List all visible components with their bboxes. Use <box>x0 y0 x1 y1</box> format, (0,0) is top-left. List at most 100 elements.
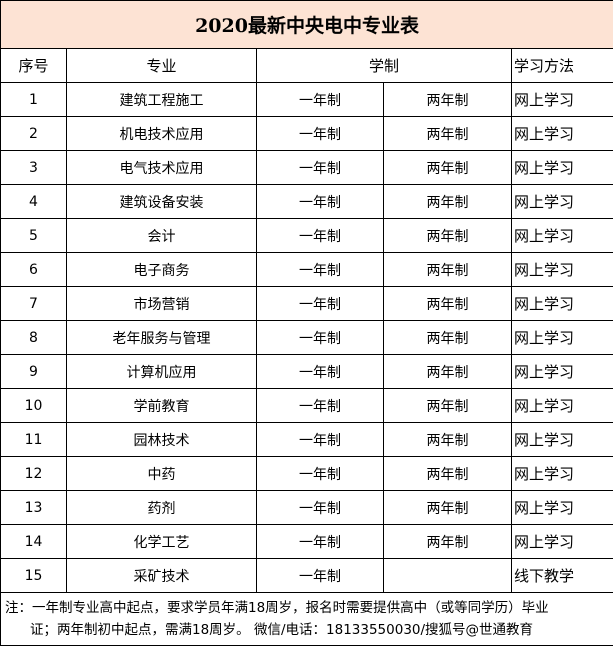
row-index: 13 <box>0 490 67 525</box>
row-one-year: 一年制 <box>256 490 384 525</box>
row-index: 7 <box>0 286 67 321</box>
row-index: 1 <box>0 82 67 117</box>
row-major: 药剂 <box>66 490 257 525</box>
row-index: 8 <box>0 320 67 355</box>
row-two-year: 两年制 <box>383 252 512 287</box>
row-major: 市场营销 <box>66 286 257 321</box>
row-index: 3 <box>0 150 67 185</box>
row-major: 计算机应用 <box>66 354 257 389</box>
row-two-year: 两年制 <box>383 320 512 355</box>
row-two-year: 两年制 <box>383 218 512 253</box>
row-method: 网上学习 <box>510 354 613 389</box>
row-index: 9 <box>0 354 67 389</box>
row-one-year: 一年制 <box>256 524 384 559</box>
row-one-year: 一年制 <box>256 184 384 219</box>
row-one-year: 一年制 <box>256 286 384 321</box>
row-two-year: 两年制 <box>383 354 512 389</box>
row-major: 会计 <box>66 218 257 253</box>
row-major: 老年服务与管理 <box>66 320 257 355</box>
row-two-year: 两年制 <box>383 490 512 525</box>
row-two-year: 两年制 <box>383 82 512 117</box>
table-row: 3 电气技术应用 一年制 两年制 网上学习 <box>0 150 613 185</box>
table-row: 1 建筑工程施工 一年制 两年制 网上学习 <box>0 82 613 117</box>
footnote: 注：一年制专业高中起点，要求学员年满18周岁，报名时需要提供高中（或等同学历）毕… <box>0 592 613 646</box>
row-two-year: 两年制 <box>383 116 512 151</box>
row-two-year: 两年制 <box>383 150 512 185</box>
row-index: 11 <box>0 422 67 457</box>
row-major: 采矿技术 <box>66 558 257 593</box>
row-major: 中药 <box>66 456 257 491</box>
table-row: 8 老年服务与管理 一年制 两年制 网上学习 <box>0 320 613 355</box>
table-row: 12 中药 一年制 两年制 网上学习 <box>0 456 613 491</box>
row-one-year: 一年制 <box>256 218 384 253</box>
table-row: 11 园林技术 一年制 两年制 网上学习 <box>0 422 613 457</box>
row-two-year <box>383 558 512 593</box>
row-two-year: 两年制 <box>383 388 512 423</box>
row-index: 15 <box>0 558 67 593</box>
row-two-year: 两年制 <box>383 524 512 559</box>
row-method: 网上学习 <box>510 252 613 287</box>
row-method: 线下教学 <box>510 558 613 593</box>
row-major: 园林技术 <box>66 422 257 457</box>
row-method: 网上学习 <box>510 116 613 151</box>
row-one-year: 一年制 <box>256 320 384 355</box>
row-major: 学前教育 <box>66 388 257 423</box>
row-index: 4 <box>0 184 67 219</box>
row-method: 网上学习 <box>510 524 613 559</box>
row-two-year: 两年制 <box>383 422 512 457</box>
row-index: 2 <box>0 116 67 151</box>
row-one-year: 一年制 <box>256 456 384 491</box>
table-row: 15 采矿技术 一年制 线下教学 <box>0 558 613 593</box>
row-two-year: 两年制 <box>383 184 512 219</box>
row-major: 化学工艺 <box>66 524 257 559</box>
row-method: 网上学习 <box>510 184 613 219</box>
table-row: 5 会计 一年制 两年制 网上学习 <box>0 218 613 253</box>
row-index: 10 <box>0 388 67 423</box>
row-one-year: 一年制 <box>256 150 384 185</box>
row-one-year: 一年制 <box>256 116 384 151</box>
header-method: 学习方法 <box>510 48 613 83</box>
table-row: 14 化学工艺 一年制 两年制 网上学习 <box>0 524 613 559</box>
table-title: 2020最新中央电中专业表 <box>0 0 613 49</box>
row-major: 建筑工程施工 <box>66 82 257 117</box>
row-one-year: 一年制 <box>256 252 384 287</box>
row-major: 电子商务 <box>66 252 257 287</box>
table-row: 7 市场营销 一年制 两年制 网上学习 <box>0 286 613 321</box>
table-row: 10 学前教育 一年制 两年制 网上学习 <box>0 388 613 423</box>
row-one-year: 一年制 <box>256 388 384 423</box>
table-row: 2 机电技术应用 一年制 两年制 网上学习 <box>0 116 613 151</box>
row-index: 12 <box>0 456 67 491</box>
row-one-year: 一年制 <box>256 354 384 389</box>
row-method: 网上学习 <box>510 150 613 185</box>
table-row: 4 建筑设备安装 一年制 两年制 网上学习 <box>0 184 613 219</box>
row-method: 网上学习 <box>510 456 613 491</box>
table-row: 9 计算机应用 一年制 两年制 网上学习 <box>0 354 613 389</box>
row-one-year: 一年制 <box>256 558 384 593</box>
row-major: 机电技术应用 <box>66 116 257 151</box>
row-index: 6 <box>0 252 67 287</box>
row-major: 建筑设备安装 <box>66 184 257 219</box>
footnote-line-1: 注：一年制专业高中起点，要求学员年满18周岁，报名时需要提供高中（或等同学历）毕… <box>5 600 549 616</box>
table-row: 6 电子商务 一年制 两年制 网上学习 <box>0 252 613 287</box>
row-method: 网上学习 <box>510 422 613 457</box>
row-method: 网上学习 <box>510 218 613 253</box>
row-method: 网上学习 <box>510 82 613 117</box>
row-one-year: 一年制 <box>256 422 384 457</box>
table-row: 13 药剂 一年制 两年制 网上学习 <box>0 490 613 525</box>
row-method: 网上学习 <box>510 490 613 525</box>
footnote-line-2: 证；两年制初中起点，需满18周岁。 微信/电话：18133550030/搜狐号@… <box>30 622 534 638</box>
row-major: 电气技术应用 <box>66 150 257 185</box>
row-method: 网上学习 <box>510 388 613 423</box>
row-index: 14 <box>0 524 67 559</box>
row-index: 5 <box>0 218 67 253</box>
row-method: 网上学习 <box>510 286 613 321</box>
header-index: 序号 <box>0 48 67 83</box>
row-two-year: 两年制 <box>383 286 512 321</box>
row-method: 网上学习 <box>510 320 613 355</box>
row-two-year: 两年制 <box>383 456 512 491</box>
row-one-year: 一年制 <box>256 82 384 117</box>
header-major: 专业 <box>66 48 257 83</box>
header-duration: 学制 <box>256 48 512 83</box>
